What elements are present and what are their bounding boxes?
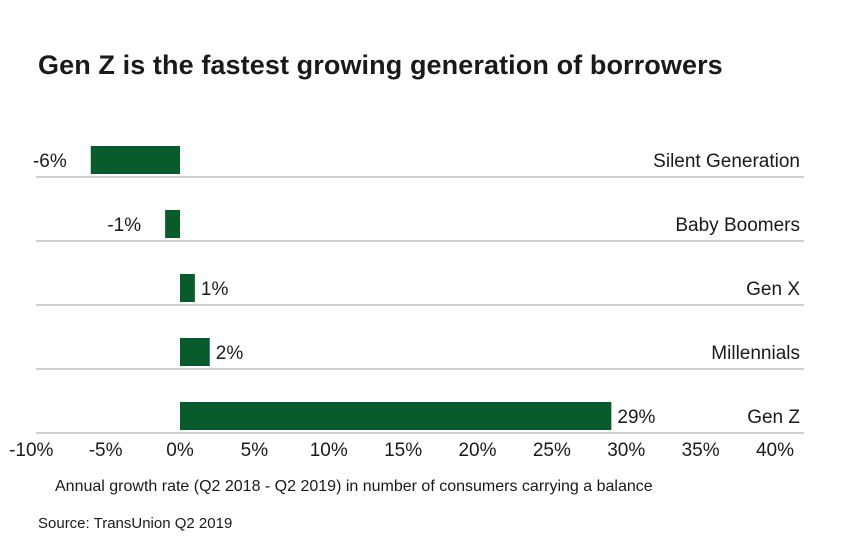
category-label: Silent Generation xyxy=(653,151,800,172)
x-axis-title: Annual growth rate (Q2 2018 - Q2 2019) i… xyxy=(55,478,653,495)
bar-gen-z xyxy=(180,402,612,430)
data-label: -6% xyxy=(33,151,67,172)
bar-baby-boomers xyxy=(165,210,180,238)
data-label: -1% xyxy=(107,215,141,236)
x-tick-label: 15% xyxy=(384,440,422,461)
x-tick-label: -10% xyxy=(9,440,53,461)
bar-silent-generation xyxy=(90,146,180,174)
chart-bars: -6% -1% 1% 2% 29% xyxy=(33,146,656,430)
x-tick-label: 0% xyxy=(166,440,194,461)
chart-rows: Silent Generation Baby Boomers Gen X Millen… xyxy=(36,151,804,434)
data-label: 29% xyxy=(617,407,655,428)
x-tick-label: 30% xyxy=(607,440,645,461)
category-label: Gen Z xyxy=(747,407,800,428)
x-tick-label: -5% xyxy=(89,440,123,461)
data-label: 2% xyxy=(216,343,244,364)
category-label: Baby Boomers xyxy=(675,215,800,236)
x-tick-label: 5% xyxy=(241,440,269,461)
data-label: 1% xyxy=(201,279,229,300)
category-label: Gen X xyxy=(746,279,800,300)
x-tick-label: 20% xyxy=(458,440,496,461)
x-tick-label: 40% xyxy=(756,440,794,461)
x-axis-ticks: -10% -5% 0% 5% 10% 15% 20% 25% 30% 35% 40% xyxy=(9,440,794,461)
chart-title: Gen Z is the fastest growing generation … xyxy=(38,50,723,80)
x-tick-label: 10% xyxy=(310,440,348,461)
source-note: Source: TransUnion Q2 2019 xyxy=(38,515,233,532)
x-tick-label: 25% xyxy=(533,440,571,461)
bar-millennials xyxy=(180,338,210,366)
bar-gen-x xyxy=(180,274,195,302)
category-label: Millennials xyxy=(711,343,800,364)
x-tick-label: 35% xyxy=(682,440,720,461)
